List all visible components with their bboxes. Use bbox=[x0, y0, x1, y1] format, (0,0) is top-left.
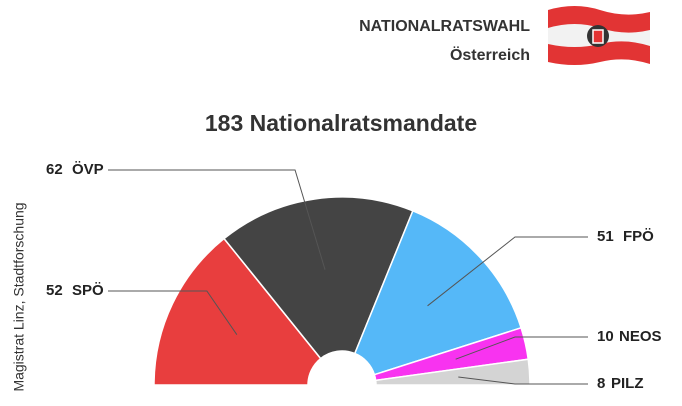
value-label: 10 bbox=[597, 328, 614, 345]
seat-segment bbox=[153, 237, 322, 386]
seat-segment bbox=[374, 358, 531, 386]
category-label: NEOS bbox=[619, 328, 662, 345]
flag bbox=[548, 6, 650, 65]
leader-line bbox=[108, 290, 238, 335]
leader-line bbox=[108, 169, 326, 270]
leader-line bbox=[427, 236, 588, 307]
value-label: 62 bbox=[46, 161, 63, 178]
value-label: 52 bbox=[46, 282, 63, 299]
seat-segment bbox=[223, 196, 414, 360]
source: Magistrat Linz, Stadtforschung bbox=[11, 202, 27, 391]
header-title: NATIONALRATSWAHL bbox=[359, 18, 530, 35]
category-label: ÖVP bbox=[72, 161, 104, 178]
category-label: SPÖ bbox=[72, 282, 104, 299]
category-label: PILZ bbox=[611, 375, 644, 392]
header-subtitle: Österreich bbox=[450, 45, 530, 64]
leader-line bbox=[458, 376, 588, 385]
seat-segment bbox=[353, 209, 523, 376]
value-label: 8 bbox=[597, 375, 605, 392]
category-label: FPÖ bbox=[623, 228, 654, 245]
chart-title: 183 Nationalratsmandate bbox=[205, 110, 477, 136]
leader-line bbox=[455, 336, 588, 360]
value-label: 51 bbox=[597, 228, 614, 245]
